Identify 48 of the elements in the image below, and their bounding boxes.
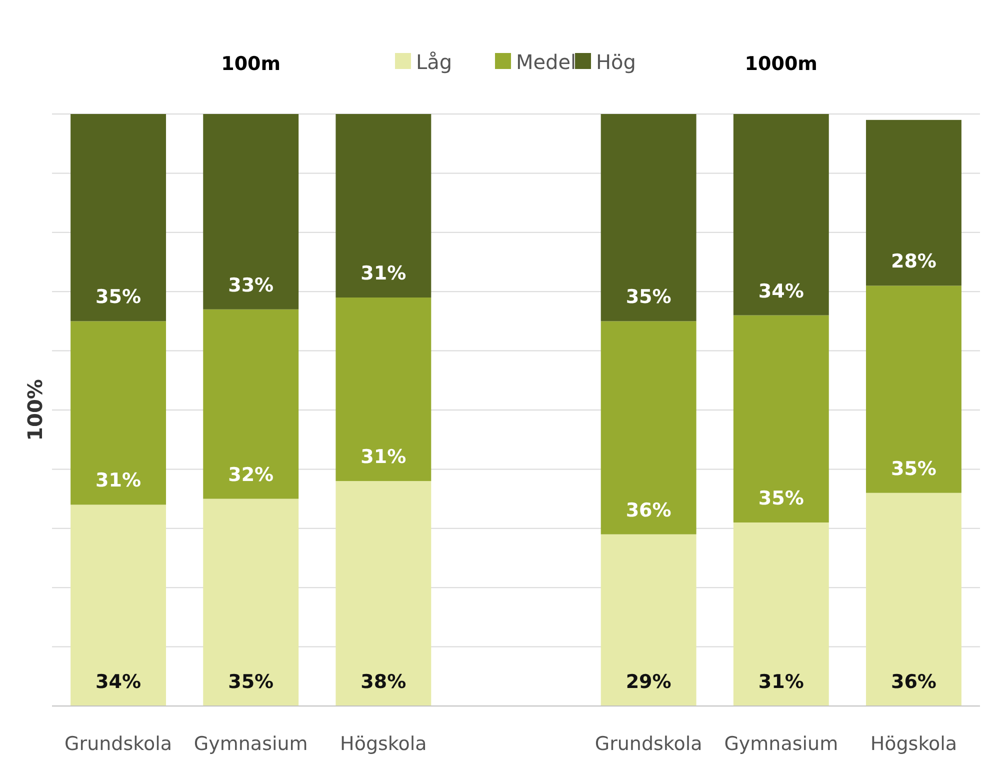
data-label: 36% bbox=[626, 499, 672, 522]
bar bbox=[203, 498, 299, 706]
bar bbox=[733, 522, 829, 706]
x-tick-label: Högskola bbox=[340, 733, 427, 755]
bar bbox=[336, 298, 432, 482]
bar bbox=[866, 286, 962, 493]
bar bbox=[600, 114, 696, 322]
data-label: 34% bbox=[96, 671, 142, 693]
text: 1000m bbox=[744, 53, 818, 75]
bar bbox=[600, 321, 696, 534]
bar bbox=[600, 534, 696, 706]
x-tick-label: Grundskola bbox=[64, 733, 172, 755]
data-label: 31% bbox=[758, 671, 804, 693]
data-label: 31% bbox=[360, 262, 406, 285]
data-label: 31% bbox=[360, 446, 406, 468]
bar bbox=[866, 492, 962, 706]
legend-label: Låg bbox=[416, 50, 452, 74]
data-label: 32% bbox=[228, 464, 274, 486]
bar bbox=[70, 114, 166, 322]
bar bbox=[733, 114, 829, 316]
x-tick-label: Gymnasium bbox=[724, 733, 838, 755]
data-label: 34% bbox=[758, 280, 804, 302]
bar bbox=[336, 481, 432, 706]
data-label: 35% bbox=[228, 671, 274, 693]
bar bbox=[336, 114, 432, 298]
data-label: 29% bbox=[626, 671, 672, 693]
data-label: 38% bbox=[360, 671, 406, 693]
data-label: 35% bbox=[890, 458, 936, 480]
data-label: 33% bbox=[228, 274, 274, 296]
legend-label: Hög bbox=[596, 50, 636, 74]
data-label: 31% bbox=[96, 470, 142, 492]
legend-label: Medel bbox=[516, 50, 576, 74]
bar bbox=[203, 114, 299, 310]
bar bbox=[70, 504, 166, 706]
bar bbox=[203, 309, 299, 499]
x-tick-label: Grundskola bbox=[594, 733, 702, 755]
x-tick-label: Högskola bbox=[870, 733, 958, 755]
text: 100m bbox=[221, 53, 281, 75]
bar bbox=[733, 315, 829, 522]
y-axis-title: 100% bbox=[23, 379, 47, 441]
data-label: 35% bbox=[758, 487, 804, 510]
x-tick-label: Gymnasium bbox=[194, 733, 308, 755]
bar bbox=[866, 120, 962, 286]
data-label: 35% bbox=[626, 286, 672, 308]
data-label: 28% bbox=[890, 250, 936, 273]
data-label: 36% bbox=[890, 671, 936, 693]
data-label: 35% bbox=[96, 286, 142, 308]
bar bbox=[70, 321, 166, 505]
